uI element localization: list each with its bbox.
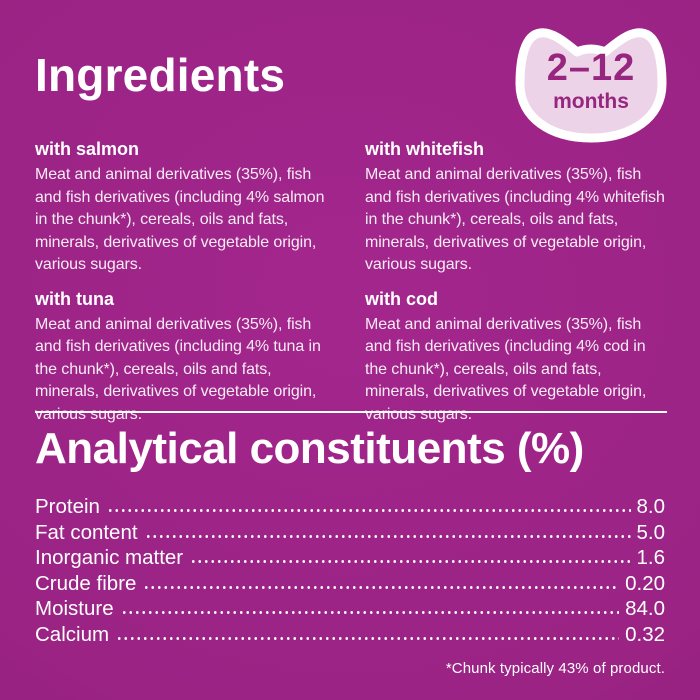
dot-leader [106, 508, 631, 513]
table-row: Calcium 0.32 [35, 622, 665, 648]
ingredients-title: Ingredients [35, 49, 286, 101]
chunk-footnote: *Chunk typically 43% of product. [445, 660, 665, 677]
table-row: Fat content 5.0 [35, 520, 665, 546]
age-unit: months [553, 90, 629, 113]
age-badge: 2–12 months [510, 22, 672, 146]
row-value: 5.0 [636, 520, 666, 544]
variant-tuna: with tuna Meat and animal derivatives (3… [35, 288, 335, 427]
row-label: Moisture [35, 597, 114, 620]
cat-head-icon [515, 28, 667, 143]
variant-name: with whitefish [365, 139, 484, 159]
row-value: 8.0 [636, 495, 666, 518]
table-row: Crude fibre 0.20 [35, 571, 665, 597]
variant-description: Meat and animal derivatives (35%), fish … [35, 315, 321, 423]
dot-leader [116, 635, 620, 641]
row-label: Inorganic matter [35, 546, 184, 569]
variant-whitefish: with whitefish Meat and animal derivativ… [365, 138, 665, 277]
dot-leader [143, 584, 620, 590]
age-range: 2–12 [546, 47, 636, 89]
variant-description: Meat and animal derivatives (35%), fish … [35, 166, 325, 273]
dot-leader [144, 533, 631, 539]
table-row: Inorganic matter 1.6 [35, 545, 665, 571]
row-label: Calcium [35, 622, 110, 646]
analytical-table: Protein 8.0 Fat content 5.0 Inorganic ma… [35, 494, 665, 647]
variant-description: Meat and animal derivatives (35%), fish … [365, 166, 665, 273]
row-value: 0.32 [625, 622, 665, 646]
age-badge-text: 2–12 months [510, 22, 672, 114]
table-row: Moisture 84.0 [35, 596, 665, 622]
dot-leader [190, 559, 631, 564]
variant-name: with cod [365, 288, 438, 309]
variant-cod: with cod Meat and animal derivatives (35… [365, 288, 665, 427]
row-label: Protein [35, 495, 100, 518]
variant-name: with salmon [35, 139, 140, 159]
variant-description: Meat and animal derivatives (35%), fish … [365, 315, 647, 423]
table-row: Protein 8.0 [35, 494, 665, 520]
variant-salmon: with salmon Meat and animal derivatives … [35, 138, 335, 277]
variant-name: with tuna [35, 288, 114, 309]
section-divider [35, 411, 667, 413]
row-value: 0.20 [625, 571, 665, 595]
row-label: Crude fibre [35, 571, 137, 595]
row-label: Fat content [35, 520, 138, 544]
analytical-title: Analytical constituents (%) [35, 424, 584, 473]
ingredient-variants: with salmon Meat and animal derivatives … [35, 138, 665, 426]
row-value: 1.6 [636, 546, 666, 569]
row-value: 84.0 [625, 597, 665, 620]
dot-leader [120, 610, 620, 615]
